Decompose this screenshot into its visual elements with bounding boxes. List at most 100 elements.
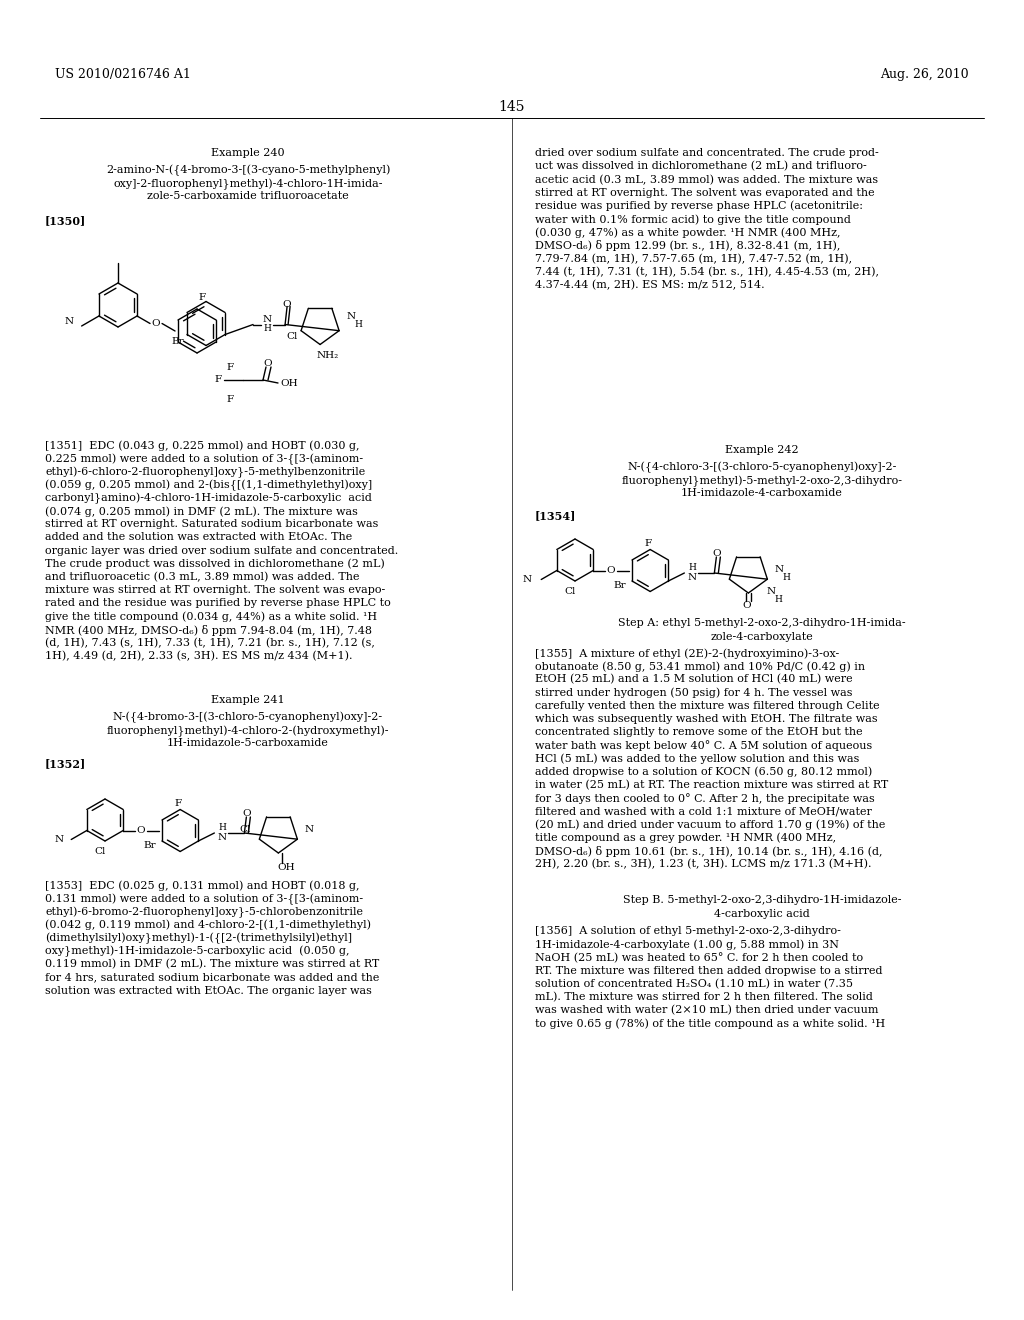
Text: [1356]  A solution of ethyl 5-methyl-2-oxo-2,3-dihydro-: [1356] A solution of ethyl 5-methyl-2-ox… [535, 927, 841, 936]
Text: DMSO-d₆) δ ppm 12.99 (br. s., 1H), 8.32-8.41 (m, 1H),: DMSO-d₆) δ ppm 12.99 (br. s., 1H), 8.32-… [535, 240, 841, 251]
Text: F: F [645, 539, 651, 548]
Text: solution of concentrated H₂SO₄ (1.10 mL) in water (7.35: solution of concentrated H₂SO₄ (1.10 mL)… [535, 979, 853, 989]
Text: [1355]  A mixture of ethyl (2E)-2-(hydroxyimino)-3-ox-: [1355] A mixture of ethyl (2E)-2-(hydrox… [535, 648, 840, 659]
Text: 2-amino-N-({4-bromo-3-[(3-cyano-5-methylphenyl): 2-amino-N-({4-bromo-3-[(3-cyano-5-methyl… [105, 165, 390, 177]
Text: Aug. 26, 2010: Aug. 26, 2010 [881, 69, 969, 81]
Text: ethyl)-6-chloro-2-fluorophenyl]oxy}-5-methylbenzonitrile: ethyl)-6-chloro-2-fluorophenyl]oxy}-5-me… [45, 466, 366, 478]
Text: which was subsequently washed with EtOH. The filtrate was: which was subsequently washed with EtOH.… [535, 714, 878, 723]
Text: was washed with water (2×10 mL) then dried under vacuum: was washed with water (2×10 mL) then dri… [535, 1006, 879, 1015]
Text: DMSO-d₆) δ ppm 10.61 (br. s., 1H), 10.14 (br. s., 1H), 4.16 (d,: DMSO-d₆) δ ppm 10.61 (br. s., 1H), 10.14… [535, 846, 883, 857]
Text: NMR (400 MHz, DMSO-d₆) δ ppm 7.94-8.04 (m, 1H), 7.48: NMR (400 MHz, DMSO-d₆) δ ppm 7.94-8.04 (… [45, 624, 372, 636]
Text: 4-carboxylic acid: 4-carboxylic acid [714, 909, 810, 919]
Text: (0.042 g, 0.119 mmol) and 4-chloro-2-[(1,1-dimethylethyl): (0.042 g, 0.119 mmol) and 4-chloro-2-[(1… [45, 920, 371, 931]
Text: 1H-imidazole-4-carboxamide: 1H-imidazole-4-carboxamide [681, 488, 843, 499]
Text: H: H [782, 573, 791, 582]
Text: Br: Br [144, 841, 157, 850]
Text: (dimethylsilyl)oxy}methyl)-1-({[2-(trimethylsilyl)ethyl]: (dimethylsilyl)oxy}methyl)-1-({[2-(trime… [45, 933, 352, 944]
Text: OH: OH [278, 863, 295, 873]
Text: ethyl)-6-bromo-2-fluorophenyl]oxy}-5-chlorobenzonitrile: ethyl)-6-bromo-2-fluorophenyl]oxy}-5-chl… [45, 907, 362, 917]
Text: title compound as a grey powder. ¹H NMR (400 MHz,: title compound as a grey powder. ¹H NMR … [535, 833, 837, 843]
Text: Example 241: Example 241 [211, 696, 285, 705]
Text: added dropwise to a solution of KOCN (6.50 g, 80.12 mmol): added dropwise to a solution of KOCN (6.… [535, 767, 872, 777]
Text: Step A: ethyl 5-methyl-2-oxo-2,3-dihydro-1H-imida-: Step A: ethyl 5-methyl-2-oxo-2,3-dihydro… [618, 618, 906, 628]
Text: solution was extracted with EtOAc. The organic layer was: solution was extracted with EtOAc. The o… [45, 986, 372, 995]
Text: EtOH (25 mL) and a 1.5 M solution of HCl (40 mL) were: EtOH (25 mL) and a 1.5 M solution of HCl… [535, 675, 853, 685]
Text: Br: Br [613, 581, 627, 590]
Text: N: N [54, 836, 63, 843]
Text: mL). The mixture was stirred for 2 h then filtered. The solid: mL). The mixture was stirred for 2 h the… [535, 993, 872, 1002]
Text: fluorophenyl}methyl)-5-methyl-2-oxo-2,3-dihydro-: fluorophenyl}methyl)-5-methyl-2-oxo-2,3-… [622, 475, 902, 487]
Text: N: N [766, 586, 775, 595]
Text: O: O [137, 826, 145, 836]
Text: obutanoate (8.50 g, 53.41 mmol) and 10% Pd/C (0.42 g) in: obutanoate (8.50 g, 53.41 mmol) and 10% … [535, 661, 865, 672]
Text: O: O [283, 300, 292, 309]
Text: N: N [262, 315, 271, 323]
Text: to give 0.65 g (78%) of the title compound as a white solid. ¹H: to give 0.65 g (78%) of the title compou… [535, 1019, 886, 1030]
Text: N-({4-chloro-3-[(3-chloro-5-cyanophenyl)oxy]-2-: N-({4-chloro-3-[(3-chloro-5-cyanophenyl)… [628, 462, 897, 474]
Text: Cl: Cl [287, 333, 298, 341]
Text: 1H-imidazole-4-carboxylate (1.00 g, 5.88 mmol) in 3N: 1H-imidazole-4-carboxylate (1.00 g, 5.88… [535, 940, 839, 950]
Text: N: N [304, 825, 313, 833]
Text: fluorophenyl}methyl)-4-chloro-2-(hydroxymethyl)-: fluorophenyl}methyl)-4-chloro-2-(hydroxy… [106, 725, 389, 737]
Text: H: H [263, 323, 271, 333]
Text: F: F [214, 375, 221, 384]
Text: Step B. 5-methyl-2-oxo-2,3-dihydro-1H-imidazole-: Step B. 5-methyl-2-oxo-2,3-dihydro-1H-im… [623, 895, 901, 906]
Text: 2H), 2.20 (br. s., 3H), 1.23 (t, 3H). LCMS m/z 171.3 (M+H).: 2H), 2.20 (br. s., 3H), 1.23 (t, 3H). LC… [535, 859, 871, 870]
Text: O: O [242, 809, 251, 818]
Text: HCl (5 mL) was added to the yellow solution and this was: HCl (5 mL) was added to the yellow solut… [535, 754, 859, 764]
Text: H: H [354, 319, 361, 329]
Text: Cl: Cl [239, 825, 251, 833]
Text: (20 mL) and dried under vacuum to afford 1.70 g (19%) of the: (20 mL) and dried under vacuum to afford… [535, 820, 886, 830]
Text: 0.225 mmol) were added to a solution of 3-{[3-(aminom-: 0.225 mmol) were added to a solution of … [45, 453, 364, 465]
Text: stirred at RT overnight. Saturated sodium bicarbonate was: stirred at RT overnight. Saturated sodiu… [45, 519, 379, 529]
Text: filtered and washed with a cold 1:1 mixture of MeOH/water: filtered and washed with a cold 1:1 mixt… [535, 807, 871, 816]
Text: concentrated slightly to remove some of the EtOH but the: concentrated slightly to remove some of … [535, 727, 862, 737]
Text: zole-5-carboxamide trifluoroacetate: zole-5-carboxamide trifluoroacetate [147, 191, 349, 202]
Text: (0.030 g, 47%) as a white powder. ¹H NMR (400 MHz,: (0.030 g, 47%) as a white powder. ¹H NMR… [535, 227, 841, 238]
Text: and trifluoroacetic (0.3 mL, 3.89 mmol) was added. The: and trifluoroacetic (0.3 mL, 3.89 mmol) … [45, 572, 359, 582]
Text: [1353]  EDC (0.025 g, 0.131 mmol) and HOBT (0.018 g,: [1353] EDC (0.025 g, 0.131 mmol) and HOB… [45, 880, 359, 891]
Text: [1350]: [1350] [45, 215, 86, 226]
Text: 0.119 mmol) in DMF (2 mL). The mixture was stirred at RT: 0.119 mmol) in DMF (2 mL). The mixture w… [45, 960, 379, 969]
Text: oxy]-2-fluorophenyl}methyl)-4-chloro-1H-imida-: oxy]-2-fluorophenyl}methyl)-4-chloro-1H-… [114, 178, 383, 190]
Text: rated and the residue was purified by reverse phase HPLC to: rated and the residue was purified by re… [45, 598, 391, 609]
Text: [1354]: [1354] [535, 510, 577, 521]
Text: for 4 hrs, saturated sodium bicarbonate was added and the: for 4 hrs, saturated sodium bicarbonate … [45, 973, 379, 982]
Text: N: N [522, 576, 531, 583]
Text: F: F [226, 363, 233, 371]
Text: organic layer was dried over sodium sulfate and concentrated.: organic layer was dried over sodium sulf… [45, 545, 398, 556]
Text: (0.059 g, 0.205 mmol) and 2-(bis{[(1,1-dimethylethyl)oxy]: (0.059 g, 0.205 mmol) and 2-(bis{[(1,1-d… [45, 479, 373, 491]
Text: The crude product was dissolved in dichloromethane (2 mL): The crude product was dissolved in dichl… [45, 558, 385, 569]
Text: dried over sodium sulfate and concentrated. The crude prod-: dried over sodium sulfate and concentrat… [535, 148, 879, 158]
Text: 7.44 (t, 1H), 7.31 (t, 1H), 5.54 (br. s., 1H), 4.45-4.53 (m, 2H),: 7.44 (t, 1H), 7.31 (t, 1H), 5.54 (br. s.… [535, 267, 879, 277]
Text: OH: OH [280, 379, 298, 388]
Text: H: H [218, 822, 226, 832]
Text: O: O [264, 359, 272, 367]
Text: stirred under hydrogen (50 psig) for 4 h. The vessel was: stirred under hydrogen (50 psig) for 4 h… [535, 688, 853, 698]
Text: NH₂: NH₂ [317, 351, 339, 359]
Text: 0.131 mmol) were added to a solution of 3-{[3-(aminom-: 0.131 mmol) were added to a solution of … [45, 894, 364, 904]
Text: give the title compound (0.034 g, 44%) as a white solid. ¹H: give the title compound (0.034 g, 44%) a… [45, 611, 377, 622]
Text: RT. The mixture was filtered then added dropwise to a stirred: RT. The mixture was filtered then added … [535, 966, 883, 975]
Text: uct was dissolved in dichloromethane (2 mL) and trifluoro-: uct was dissolved in dichloromethane (2 … [535, 161, 866, 172]
Text: N-({4-bromo-3-[(3-chloro-5-cyanophenyl)oxy]-2-: N-({4-bromo-3-[(3-chloro-5-cyanophenyl)o… [113, 711, 383, 723]
Text: O: O [712, 549, 721, 558]
Text: 1H-imidazole-5-carboxamide: 1H-imidazole-5-carboxamide [167, 738, 329, 748]
Text: US 2010/0216746 A1: US 2010/0216746 A1 [55, 69, 190, 81]
Text: water with 0.1% formic acid) to give the title compound: water with 0.1% formic acid) to give the… [535, 214, 851, 224]
Text: [1351]  EDC (0.043 g, 0.225 mmol) and HOBT (0.030 g,: [1351] EDC (0.043 g, 0.225 mmol) and HOB… [45, 440, 359, 450]
Text: zole-4-carboxylate: zole-4-carboxylate [711, 632, 813, 642]
Text: NaOH (25 mL) was heated to 65° C. for 2 h then cooled to: NaOH (25 mL) was heated to 65° C. for 2 … [535, 953, 863, 964]
Text: F: F [175, 799, 181, 808]
Text: acetic acid (0.3 mL, 3.89 mmol) was added. The mixture was: acetic acid (0.3 mL, 3.89 mmol) was adde… [535, 174, 879, 185]
Text: oxy}methyl)-1H-imidazole-5-carboxylic acid  (0.050 g,: oxy}methyl)-1H-imidazole-5-carboxylic ac… [45, 946, 349, 957]
Text: F: F [199, 293, 206, 302]
Text: carefully vented then the mixture was filtered through Celite: carefully vented then the mixture was fi… [535, 701, 880, 710]
Text: F: F [226, 396, 233, 404]
Text: Cl: Cl [564, 587, 575, 597]
Text: added and the solution was extracted with EtOAc. The: added and the solution was extracted wit… [45, 532, 352, 543]
Text: H: H [774, 594, 782, 603]
Text: [1352]: [1352] [45, 758, 86, 770]
Text: N: N [346, 312, 355, 321]
Text: O: O [742, 601, 751, 610]
